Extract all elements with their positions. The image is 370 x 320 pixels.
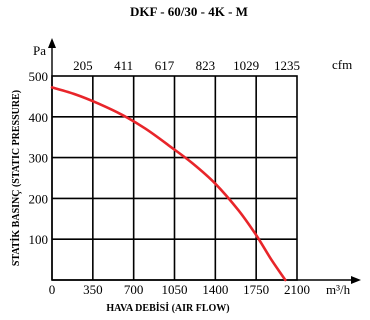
- y-axis-arrow-icon: [48, 38, 56, 48]
- grid: [52, 76, 297, 280]
- y-tick-label: 400: [29, 110, 49, 125]
- series-group: [50, 86, 287, 282]
- x-tick-label: 1050: [162, 282, 188, 297]
- y-tick-label: 500: [29, 69, 49, 84]
- cfm-tick-label: 205: [73, 58, 93, 73]
- y-tick-label: 200: [29, 191, 49, 206]
- y-unit-label: Pa: [33, 43, 46, 58]
- cfm-unit-label: cfm: [332, 57, 352, 72]
- series-line: [50, 86, 287, 282]
- x-axis: [52, 276, 361, 284]
- x-tick-label: 0: [49, 282, 56, 297]
- x-axis-arrow-icon: [351, 276, 361, 284]
- y-tick-labels: 100 200 300 400 500: [29, 69, 49, 247]
- cfm-tick-label: 411: [114, 58, 133, 73]
- y-axis-title: STATİK BASINÇ (STATIC PRESSURE): [10, 90, 22, 266]
- x-tick-label: 350: [83, 282, 103, 297]
- cfm-tick-label: 617: [155, 58, 175, 73]
- x-axis-title: HAVA DEBİSİ (AIR FLOW): [106, 302, 229, 314]
- x-tick-labels: 0 350 700 1050 1400 1750 2100: [49, 282, 310, 297]
- cfm-tick-label: 1235: [274, 58, 300, 73]
- cfm-tick-label: 1029: [233, 58, 259, 73]
- y-tick-label: 300: [29, 151, 49, 166]
- x-tick-label: 1750: [243, 282, 269, 297]
- y-tick-label: 100: [29, 232, 49, 247]
- x-tick-label: 1400: [202, 282, 228, 297]
- y-axis: [48, 38, 56, 280]
- x-unit-label: m³/h: [326, 282, 351, 297]
- x-tick-label: 700: [124, 282, 144, 297]
- x-tick-label: 2100: [284, 282, 310, 297]
- cfm-tick-labels: 205 411 617 823 1029 1235: [73, 58, 300, 73]
- chart-title: DKF - 60/30 - 4K - M: [130, 4, 248, 19]
- cfm-tick-label: 823: [196, 58, 216, 73]
